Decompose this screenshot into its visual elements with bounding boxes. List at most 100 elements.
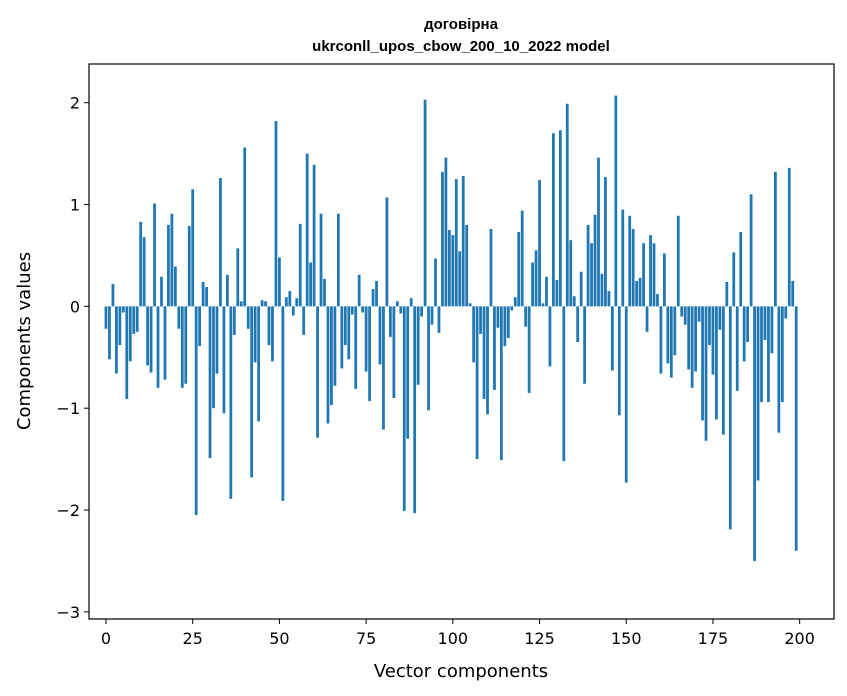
bar xyxy=(728,306,732,530)
bar xyxy=(673,306,677,356)
bar xyxy=(194,306,198,516)
bar xyxy=(298,223,302,307)
bar xyxy=(444,157,448,307)
bar xyxy=(746,306,750,343)
bar xyxy=(288,291,292,307)
y-tick-label: −1 xyxy=(56,399,80,418)
bar xyxy=(229,306,233,499)
bar xyxy=(454,179,458,307)
x-tick-label: 50 xyxy=(269,629,289,648)
bar xyxy=(368,306,371,402)
bar xyxy=(590,243,593,307)
bar xyxy=(180,306,184,388)
bar xyxy=(409,298,413,307)
bar xyxy=(486,306,489,415)
bar xyxy=(232,306,236,335)
bar xyxy=(343,306,347,346)
bar xyxy=(399,306,403,314)
bar xyxy=(451,235,455,307)
bar xyxy=(468,303,472,307)
bar xyxy=(552,133,555,307)
bar xyxy=(378,306,382,365)
bar xyxy=(253,306,257,363)
bar xyxy=(690,306,694,388)
x-tick-label: 75 xyxy=(356,629,376,648)
bar xyxy=(565,103,569,307)
bar xyxy=(173,266,177,307)
bar xyxy=(437,306,441,333)
bar xyxy=(118,306,122,346)
bar xyxy=(631,228,635,307)
bar xyxy=(558,130,562,307)
bar xyxy=(572,296,576,307)
bar xyxy=(663,253,666,307)
bar xyxy=(153,203,156,307)
bar xyxy=(767,306,770,403)
bar xyxy=(694,306,698,372)
bar xyxy=(156,306,160,388)
bar xyxy=(624,306,628,483)
bar xyxy=(739,232,743,307)
bar xyxy=(711,306,715,375)
bar xyxy=(513,297,517,307)
x-axis-label: Vector components xyxy=(374,661,548,682)
bar xyxy=(284,297,288,307)
bar xyxy=(160,276,163,307)
bar xyxy=(617,306,621,416)
bar xyxy=(250,306,254,478)
bar xyxy=(347,306,351,360)
bar xyxy=(545,276,548,307)
bar xyxy=(676,215,680,307)
chart-title-line2: ukrconll_upos_cbow_200_10_2022 model xyxy=(312,38,610,55)
bar xyxy=(104,306,108,329)
bar xyxy=(219,178,222,307)
bar xyxy=(108,306,111,360)
bar xyxy=(562,306,566,462)
bar xyxy=(531,262,534,307)
bar xyxy=(167,224,170,307)
bar xyxy=(461,176,465,307)
bar xyxy=(163,306,167,380)
bar xyxy=(610,306,614,371)
bar xyxy=(402,306,406,512)
bar xyxy=(708,306,711,346)
bar xyxy=(506,306,510,338)
bar xyxy=(697,306,701,322)
bar xyxy=(756,306,760,481)
bar xyxy=(305,153,309,307)
x-axis-ticks: 0 25 50 75 100 125 150 175 200 xyxy=(101,619,815,648)
bar xyxy=(499,306,503,461)
bar xyxy=(524,306,528,327)
bar xyxy=(742,306,746,362)
bar xyxy=(735,306,739,391)
y-tick-label: 1 xyxy=(70,196,80,215)
x-tick-label: 100 xyxy=(438,629,469,648)
bar xyxy=(354,306,358,389)
bar xyxy=(413,306,417,514)
bar xyxy=(239,301,243,307)
bars-group xyxy=(104,95,798,561)
bar xyxy=(586,224,590,307)
bar xyxy=(187,225,191,307)
bar xyxy=(420,306,424,317)
bar xyxy=(135,306,139,332)
bar xyxy=(447,229,451,307)
bar xyxy=(784,306,788,319)
bar xyxy=(326,306,330,424)
x-tick-label: 150 xyxy=(611,629,642,648)
y-tick-label: 0 xyxy=(70,297,80,316)
bar xyxy=(392,306,396,399)
bar xyxy=(760,306,763,403)
bar xyxy=(649,235,652,307)
bar xyxy=(718,306,722,330)
bar xyxy=(427,306,430,411)
bar xyxy=(139,221,143,307)
bar xyxy=(142,237,146,307)
bar xyxy=(458,251,462,307)
bar xyxy=(680,306,684,317)
bar xyxy=(225,274,229,307)
x-tick-label: 0 xyxy=(101,629,111,648)
bar xyxy=(576,306,580,343)
bar xyxy=(780,306,784,403)
bar xyxy=(645,306,649,332)
